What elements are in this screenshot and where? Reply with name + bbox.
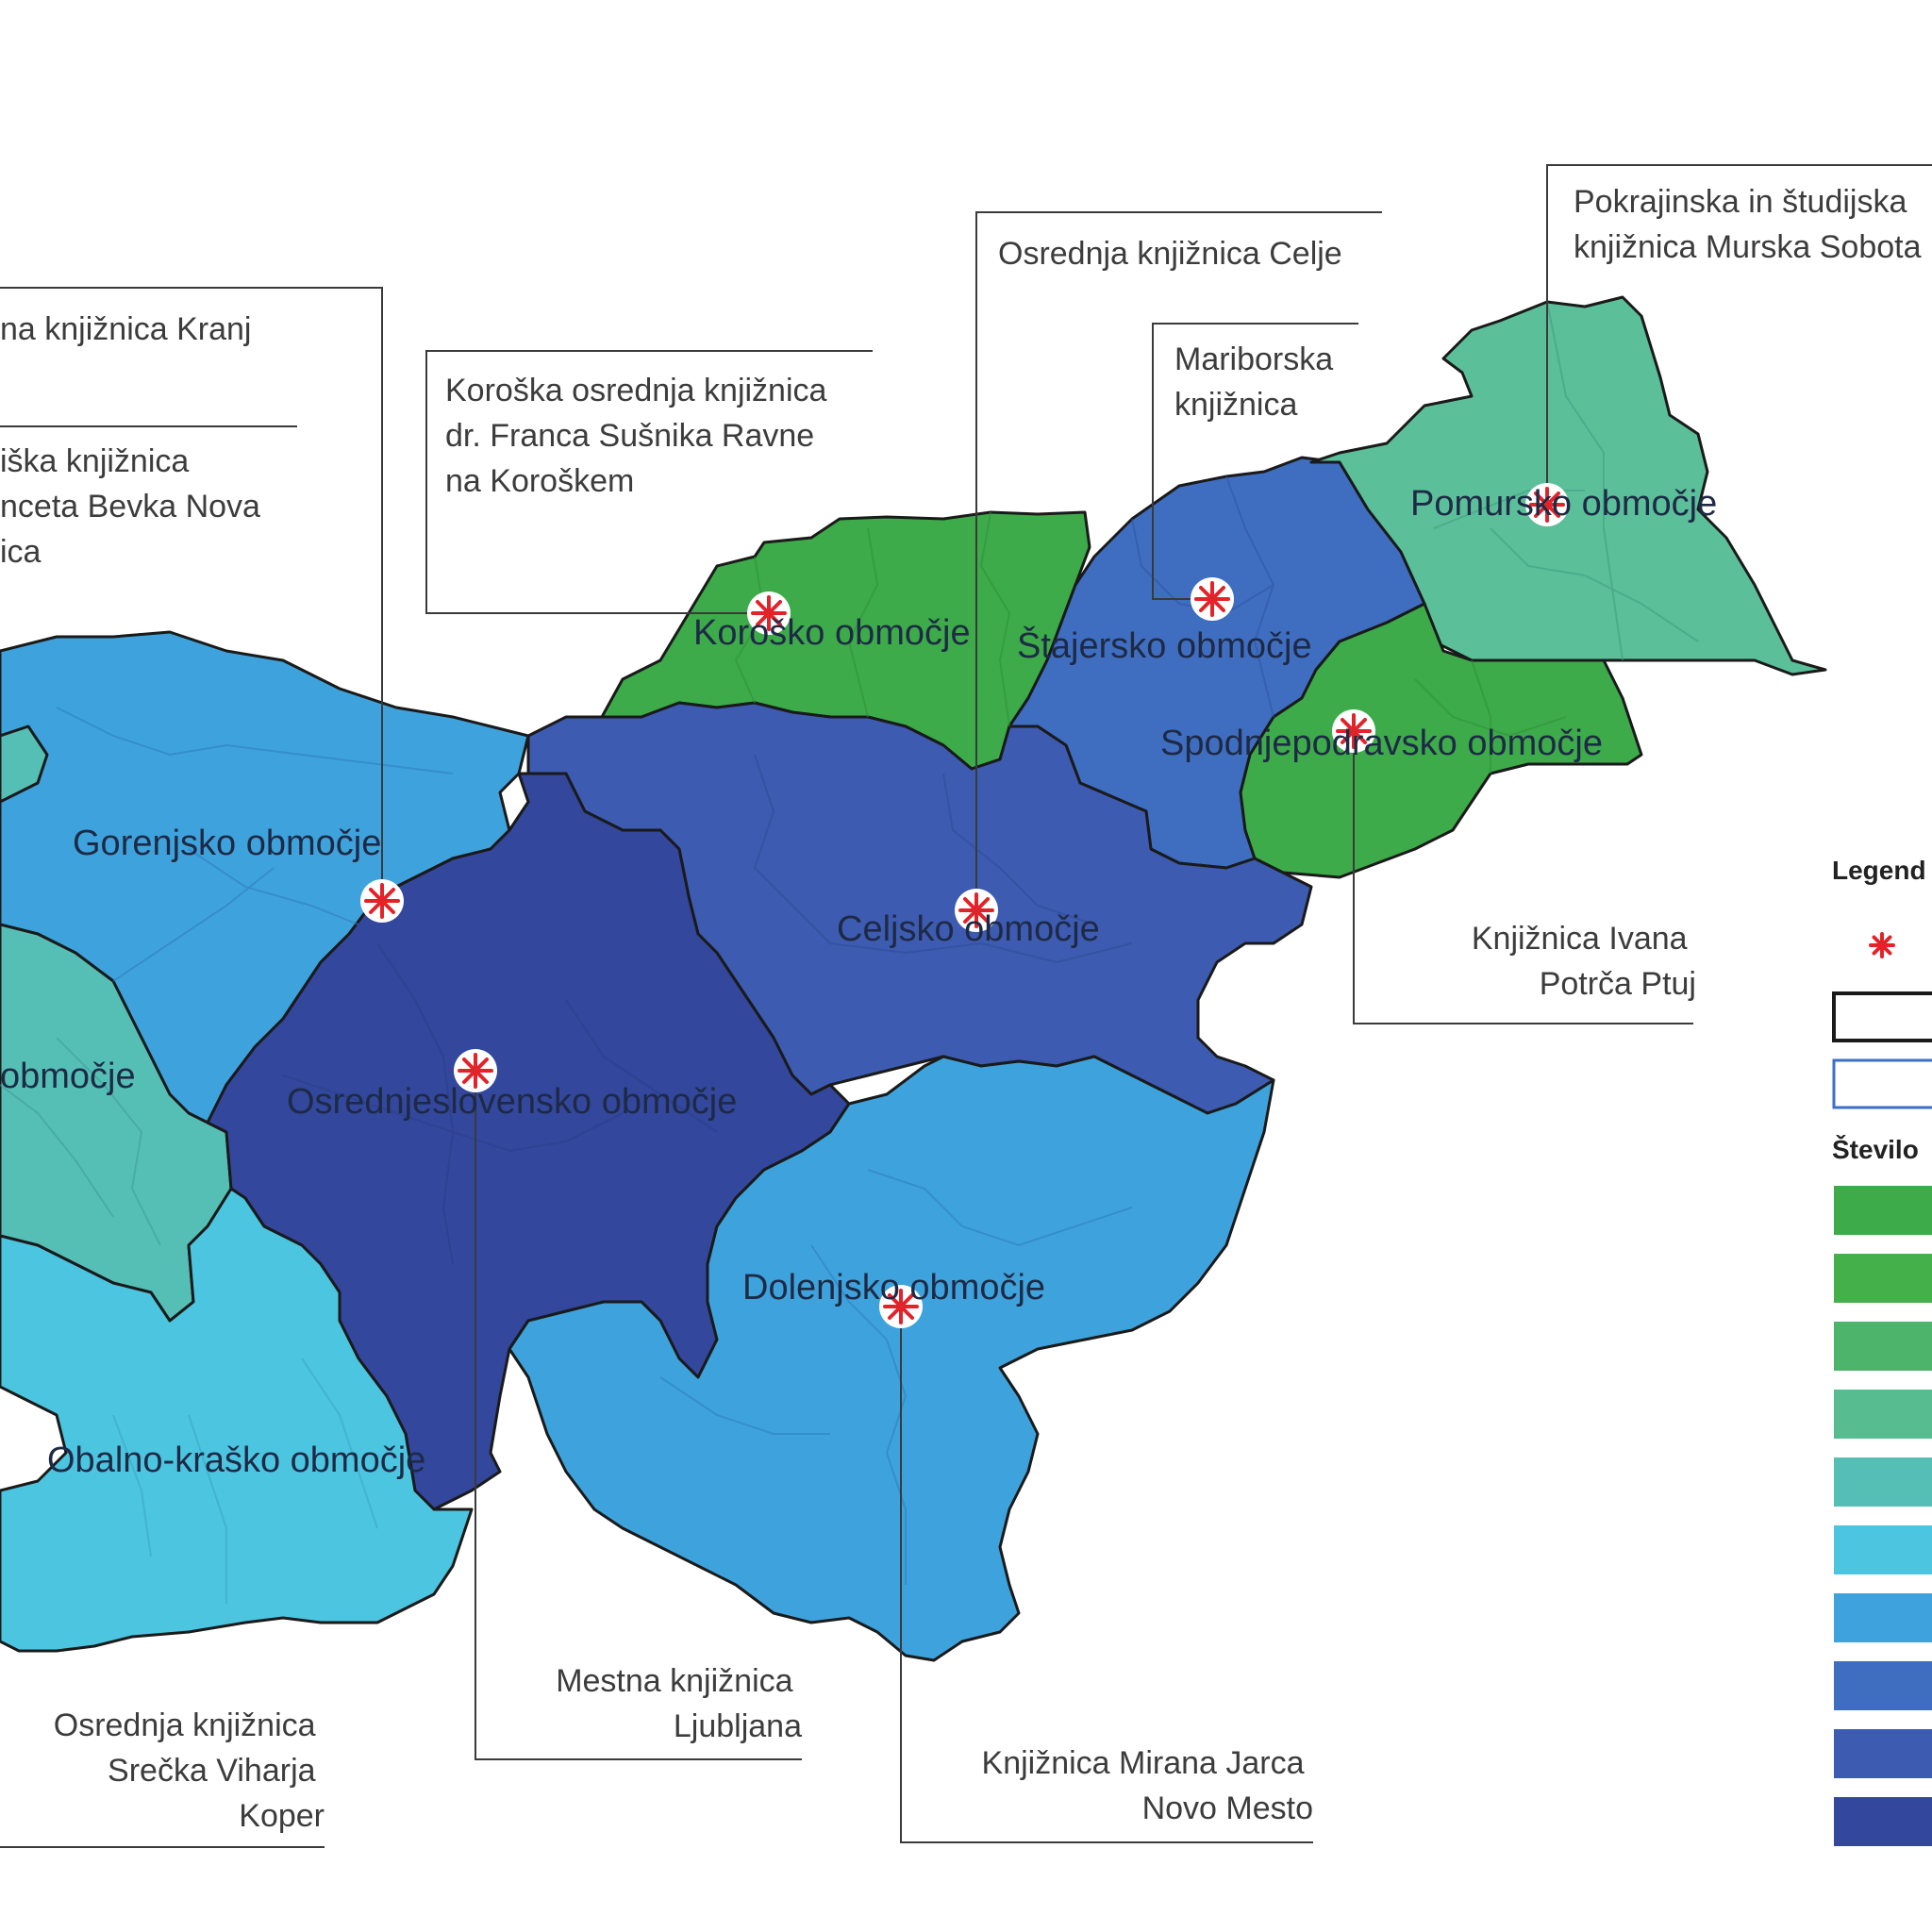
library-label-celje: Osrednja knjižnica Celje [998, 236, 1342, 272]
legend-swatch-5 [1834, 1457, 1932, 1507]
library-marker-kranj-icon [360, 879, 404, 923]
library-label-maribor: Mariborska knjižnica [1174, 341, 1342, 423]
library-label-kranj: na knjižnica Kranj [0, 311, 251, 347]
region-label-dolenjsko: Dolenjsko območje [742, 1268, 1045, 1307]
library-marker-ptuj-icon [1332, 709, 1375, 753]
library-label-ravne: Koroška osrednja knjižnica dr. Franca Su… [445, 373, 836, 499]
legend-swatch-6 [1834, 1525, 1932, 1574]
library-marker-ravne-icon [747, 591, 791, 635]
legend-swatch-3 [1834, 1322, 1932, 1371]
library-marker-murska-sobota-icon [1525, 483, 1569, 526]
region-spodnjepodravsko[interactable] [1239, 602, 1643, 879]
legend-marker-glyph-icon [1865, 928, 1899, 962]
region-label-celjsko: Celjsko območje [837, 909, 1100, 949]
legend-swatch-8 [1834, 1661, 1932, 1710]
library-label-nova-gorica: iška knjižnica nceta Bevka Nova ica [0, 443, 269, 570]
region-label-goriska: območje [0, 1057, 136, 1096]
region-pomursko[interactable] [1309, 295, 1827, 676]
region-obalno[interactable] [0, 1187, 474, 1653]
legend: Legend Število [1832, 856, 1932, 1846]
library-marker-novo-mesto-icon [879, 1285, 923, 1328]
legend-library-marker-icon [1865, 928, 1899, 962]
library-label-ljubljana: Mestna knjižnica Ljubljana [556, 1663, 802, 1744]
library-markers [360, 483, 1569, 1328]
legend-swatch-4 [1834, 1390, 1932, 1439]
library-marker-ljubljana-icon [454, 1049, 497, 1092]
legend-swatch-9 [1834, 1729, 1932, 1778]
library-labels: na knjižnica Kranj iška knjižnica nceta … [0, 184, 1922, 1834]
region-label-gorenjsko: Gorenjsko območje [73, 824, 381, 863]
legend-swatch-1 [1834, 1186, 1932, 1235]
legend-title: Legend [1832, 856, 1926, 885]
region-label-spodnjepodravsko: Spodnjepodravsko območje [1160, 724, 1603, 763]
library-marker-celje-icon [955, 889, 998, 932]
region-label-pomursko: Pomursko območje [1410, 484, 1717, 524]
region-label-obalno: Obalno-kraško območje [47, 1441, 425, 1480]
legend-subtitle: Število [1832, 1134, 1919, 1164]
library-label-murska-sobota: Pokrajinska in študijska knjižnica Mursk… [1574, 184, 1922, 265]
library-label-koper: Osrednja knjižnica Srečka Viharja Koper [54, 1707, 325, 1834]
legend-swatches [1834, 1186, 1932, 1846]
region-label-stajersko: Štajersko območje [1017, 625, 1312, 666]
library-marker-maribor-icon [1191, 577, 1234, 621]
region-labels: Koroško območje Štajersko območje Pomurs… [0, 484, 1717, 1480]
legend-municipal-boundary-swatch [1832, 1058, 1932, 1109]
region-label-osrednjeslovensko: Osrednjeslovensko območje [287, 1082, 737, 1122]
region-label-koroska: Koroško območje [693, 613, 971, 653]
library-label-ptuj: Knjižnica Ivana Potrča Ptuj [1472, 921, 1696, 1002]
legend-swatch-7 [1834, 1593, 1932, 1642]
leader-lines [0, 164, 1932, 1848]
legend-swatch-10 [1834, 1797, 1932, 1846]
library-label-novo-mesto: Knjižnica Mirana Jarca Novo Mesto [982, 1745, 1313, 1826]
legend-swatch-2 [1834, 1254, 1932, 1303]
legend-region-boundary-swatch [1832, 991, 1932, 1042]
region-dolenjsko[interactable] [508, 1055, 1275, 1662]
